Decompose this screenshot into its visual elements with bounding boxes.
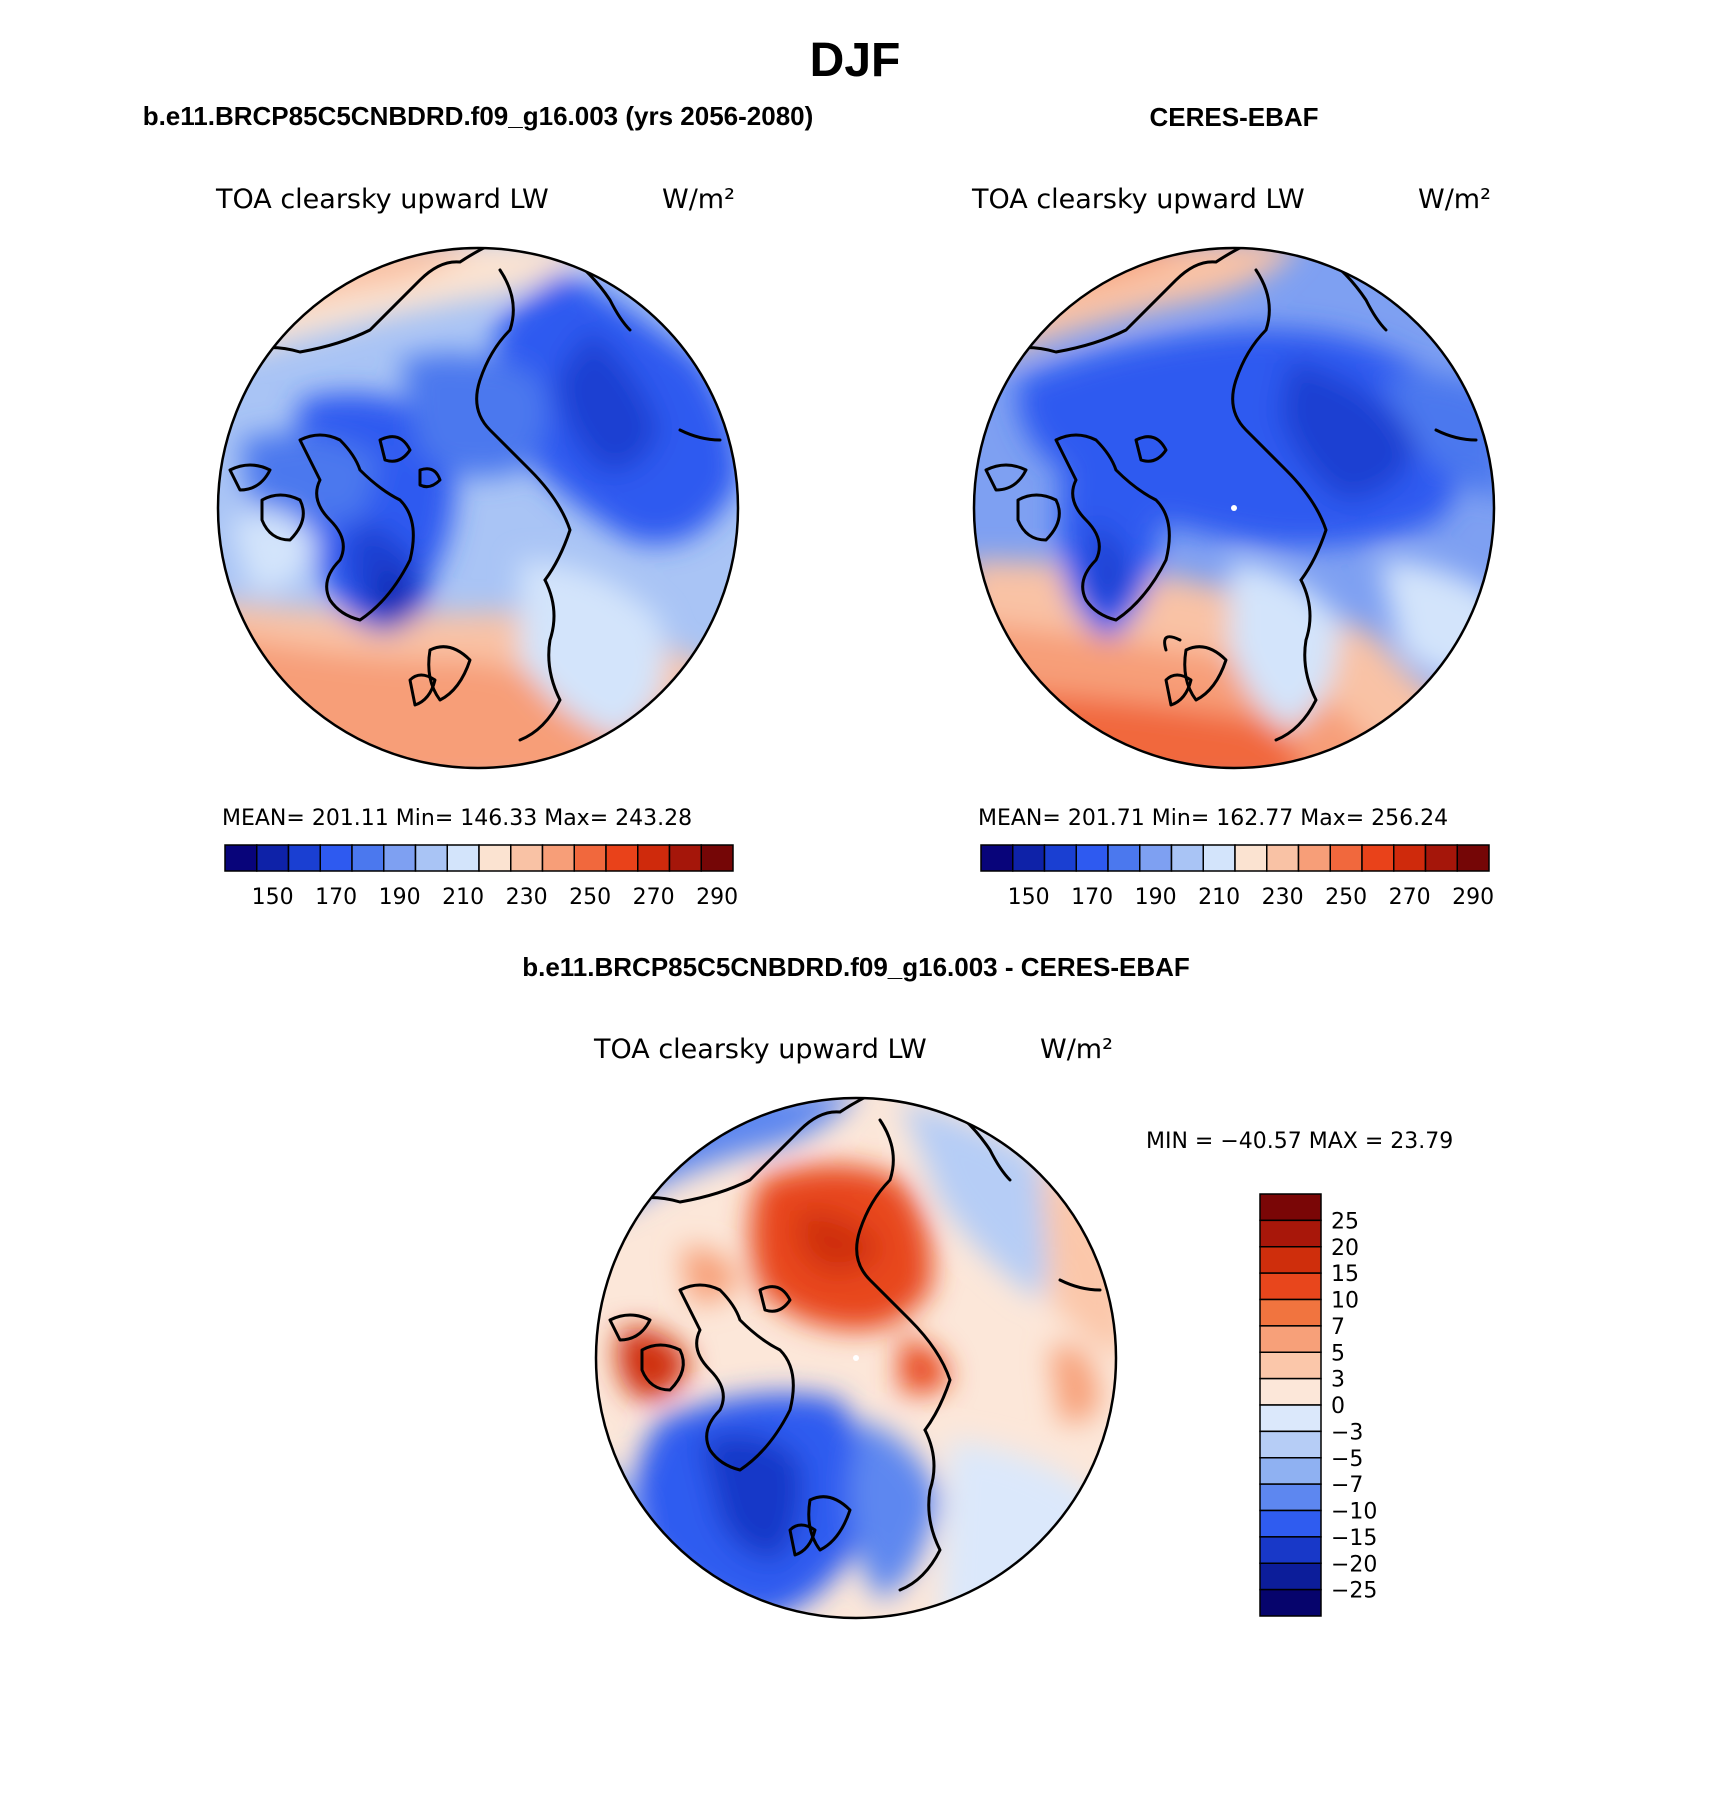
obs-colorbar-swatch	[1361, 844, 1395, 872]
model-colorbar-swatch	[287, 844, 321, 872]
model-units-label: W/m²	[662, 184, 735, 215]
diff-colorbar-swatch	[1259, 1325, 1322, 1353]
model-colorbar-tick-label: 190	[379, 885, 421, 910]
obs-colorbar-swatch	[1234, 844, 1268, 872]
obs-colorbar-swatch	[980, 844, 1014, 872]
diff-colorbar-swatch	[1259, 1562, 1322, 1591]
diff-colorbar-tick-label: 3	[1331, 1368, 1345, 1393]
diff-colorbar-tick-label: −10	[1331, 1500, 1377, 1525]
diff-stats: MIN = −40.57 MAX = 23.79	[1146, 1129, 1453, 1154]
model-colorbar-swatch	[478, 844, 512, 872]
obs-colorbar-swatch	[1012, 844, 1046, 872]
diff-colorbar-swatch	[1259, 1536, 1322, 1564]
diff-colorbar-tick-label: 10	[1331, 1289, 1359, 1314]
diff-panel-header: b.e11.BRCP85C5CNBDRD.f09_g16.003 - CERES…	[522, 952, 1190, 982]
obs-panel-header: CERES-EBAF	[1149, 102, 1318, 132]
diff-colorbar-swatch	[1259, 1298, 1322, 1327]
diff-colorbar-swatch	[1259, 1404, 1322, 1433]
model-colorbar-swatch	[573, 844, 607, 872]
obs-colorbar-tick-label: 250	[1325, 885, 1367, 910]
season-title: DJF	[810, 34, 901, 87]
model-colorbar-swatch	[383, 844, 417, 872]
diff-units-label: W/m²	[1040, 1034, 1113, 1065]
model-colorbar-tick-label: 290	[696, 885, 738, 910]
model-stats: MEAN= 201.11 Min= 146.33 Max= 243.28	[222, 806, 692, 831]
model-colorbar-swatch	[541, 844, 575, 872]
diff-colorbar-tick-label: −7	[1331, 1473, 1363, 1498]
obs-colorbar-tick-label: 230	[1262, 885, 1304, 910]
diff-colorbar-swatch	[1259, 1246, 1322, 1274]
model-colorbar-tick-label: 210	[442, 885, 484, 910]
diff-colorbar-swatch	[1259, 1509, 1322, 1538]
diff-colorbar-swatch	[1259, 1219, 1322, 1248]
model-colorbar-tick-label: 250	[569, 885, 611, 910]
obs-stats: MEAN= 201.71 Min= 162.77 Max= 256.24	[978, 806, 1448, 831]
obs-variable-label: TOA clearsky upward LW	[971, 184, 1305, 215]
obs-colorbar-tick-label: 190	[1135, 885, 1177, 910]
diff-colorbar-swatch	[1259, 1377, 1322, 1406]
obs-colorbar-tick-label: 150	[1008, 885, 1050, 910]
obs-units-label: W/m²	[1418, 184, 1491, 215]
diff-colorbar-swatch	[1259, 1272, 1322, 1301]
model-colorbar-swatch	[351, 844, 385, 872]
diff-colorbar-swatch	[1259, 1430, 1322, 1459]
diff-colorbar-swatch	[1259, 1588, 1322, 1617]
obs-colorbar-tick-label: 210	[1198, 885, 1240, 910]
diff-colorbar-swatch	[1259, 1351, 1322, 1380]
model-colorbar: 150 170 190 210 230 250 270 290	[224, 844, 738, 910]
obs-colorbar-swatch	[1456, 844, 1490, 872]
model-panel-header: b.e11.BRCP85C5CNBDRD.f09_g16.003 (yrs 20…	[143, 101, 814, 131]
diff-colorbar-tick-label: 15	[1331, 1262, 1359, 1287]
model-colorbar-swatch	[668, 844, 702, 872]
model-colorbar-swatch	[700, 844, 734, 872]
obs-colorbar-swatch	[1139, 844, 1173, 872]
diff-colorbar-tick-label: 7	[1331, 1315, 1345, 1340]
obs-colorbar-swatch	[1043, 844, 1077, 872]
obs-colorbar-tick-label: 290	[1452, 885, 1494, 910]
model-colorbar-swatch	[224, 844, 258, 872]
model-colorbar-swatch	[319, 844, 353, 872]
obs-colorbar-swatch	[1202, 844, 1236, 872]
model-colorbar-tick-label: 170	[315, 885, 357, 910]
model-colorbar-tick-label: 270	[633, 885, 675, 910]
obs-colorbar-swatch	[1075, 844, 1109, 872]
obs-colorbar-swatch	[1424, 844, 1458, 872]
obs-colorbar-tick-label: 270	[1389, 885, 1431, 910]
obs-colorbar-tick-label: 170	[1071, 885, 1113, 910]
obs-colorbar: 150 170 190 210 230 250 270 290	[980, 844, 1494, 910]
model-colorbar-swatch	[605, 844, 639, 872]
diff-colorbar-tick-label: 25	[1331, 1209, 1359, 1234]
obs-colorbar-swatch	[1266, 844, 1300, 872]
obs-colorbar-swatch	[1393, 844, 1427, 872]
model-colorbar-swatch	[637, 844, 671, 872]
model-colorbar-tick-label: 150	[252, 885, 294, 910]
diff-variable-label: TOA clearsky upward LW	[593, 1034, 927, 1065]
diff-colorbar-tick-label: −5	[1331, 1447, 1363, 1472]
model-colorbar-swatch	[446, 844, 480, 872]
diff-polar-map	[594, 1096, 1118, 1620]
model-variable-label: TOA clearsky upward LW	[215, 184, 549, 215]
model-colorbar-swatch	[256, 844, 290, 872]
obs-colorbar-swatch	[1297, 844, 1331, 872]
diff-colorbar-tick-label: −25	[1331, 1579, 1377, 1604]
diff-colorbar-swatch	[1259, 1457, 1322, 1485]
model-colorbar-swatch	[510, 844, 544, 872]
diff-colorbar-tick-label: −3	[1331, 1420, 1363, 1445]
diff-colorbar-swatch	[1259, 1483, 1322, 1512]
diff-colorbar-tick-label: 0	[1331, 1394, 1345, 1419]
obs-colorbar-swatch	[1107, 844, 1141, 872]
model-polar-map	[216, 246, 740, 770]
obs-colorbar-swatch	[1329, 844, 1363, 872]
diff-colorbar-tick-label: −15	[1331, 1526, 1377, 1551]
model-colorbar-swatch	[414, 844, 448, 872]
obs-colorbar-swatch	[1170, 844, 1204, 872]
model-colorbar-tick-label: 230	[506, 885, 548, 910]
obs-polar-map	[972, 246, 1496, 770]
diff-colorbar-tick-label: −20	[1331, 1552, 1377, 1577]
diff-colorbar-swatch	[1259, 1193, 1322, 1222]
diff-colorbar-tick-label: 20	[1331, 1236, 1359, 1261]
diff-colorbar-tick-label: 5	[1331, 1341, 1345, 1366]
